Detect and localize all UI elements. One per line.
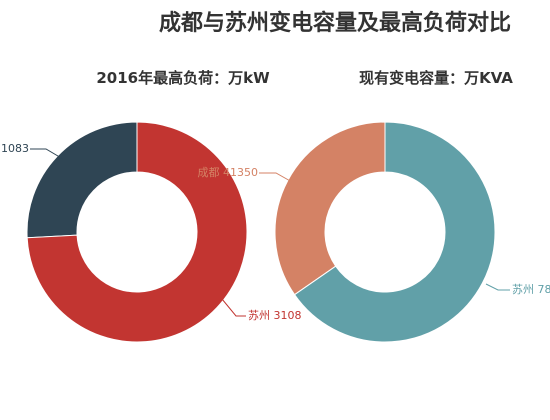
right-chengdu-leader-line xyxy=(259,172,293,183)
left-chengdu-slice xyxy=(26,121,138,239)
right-suzhou-slice xyxy=(293,121,496,343)
left-donut xyxy=(26,121,248,343)
left-suzhou-label: 苏州 3108 xyxy=(248,309,302,322)
chart-title: 成都与苏州变电容量及最高负荷对比 xyxy=(159,10,511,36)
left-suzhou-slice xyxy=(26,121,248,343)
right-chengdu-label: 成都 41350 xyxy=(198,166,259,179)
left-suzhou-leader-line xyxy=(221,298,246,317)
left-chengdu-label: 1083 xyxy=(1,142,29,155)
left-chart-title: 2016年最高负荷：万kW xyxy=(96,69,270,87)
right-chengdu-slice xyxy=(274,121,386,296)
right-suzhou-leader-line xyxy=(485,283,510,291)
left-chengdu-leader-line xyxy=(30,148,64,160)
right-chart-title: 现有变电容量：万KVA xyxy=(359,69,513,87)
right-suzhou-label: 苏州 78 xyxy=(512,283,550,296)
right-donut xyxy=(274,121,496,343)
